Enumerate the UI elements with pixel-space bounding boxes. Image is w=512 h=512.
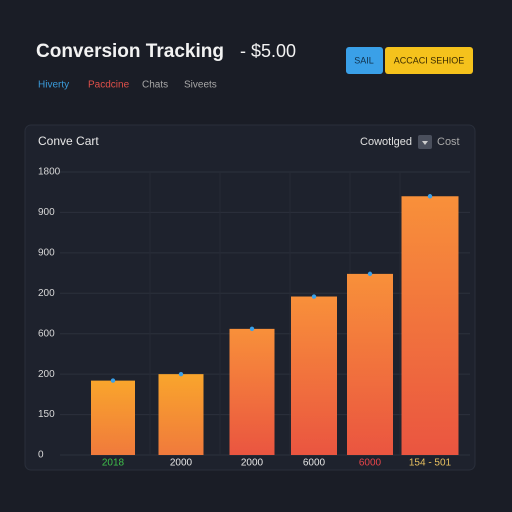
tab[interactable]: Siveets <box>184 80 217 91</box>
x-tick-label: 154 - 501 <box>409 458 452 469</box>
button[interactable] <box>346 47 383 74</box>
x-tick-label: 6000 <box>359 458 382 469</box>
tab[interactable]: Hiverty <box>38 80 69 91</box>
y-tick-label: 600 <box>38 328 55 339</box>
bar <box>229 328 275 455</box>
title: Conversion Tracking <box>36 41 224 62</box>
y-tick-label: 200 <box>38 369 55 380</box>
bar-dot <box>367 271 373 277</box>
x-tick-label: 2000 <box>241 458 264 469</box>
bar <box>347 273 393 455</box>
chart-title: Conve Cart <box>38 134 99 148</box>
legend-entry: Cost <box>437 136 460 148</box>
y-tick-label: 900 <box>38 247 55 258</box>
bar-dot <box>311 294 317 299</box>
amount: - $5.00 <box>240 41 296 61</box>
bar-dot <box>178 371 184 377</box>
tab[interactable]: Pacdcine <box>88 80 130 91</box>
tab[interactable]: Chats <box>142 80 168 91</box>
legend-entry: Cowotlged <box>360 136 412 148</box>
dropdown-icon[interactable] <box>422 141 428 145</box>
bar <box>401 196 459 455</box>
y-tick-label: 1800 <box>38 167 61 178</box>
bar <box>291 296 337 455</box>
button-label[interactable]: ACCACI SEHIOE <box>394 55 465 65</box>
y-tick-label: 900 <box>38 207 55 218</box>
x-tick-label: 6000 <box>303 458 326 469</box>
bar <box>158 374 204 455</box>
bar-dot <box>249 326 255 332</box>
bar <box>91 380 135 455</box>
x-tick-label: 2018 <box>102 458 125 469</box>
button-label[interactable]: SAIL <box>354 55 374 65</box>
button[interactable] <box>385 47 473 74</box>
y-tick-label: 0 <box>38 450 44 461</box>
y-tick-label: 200 <box>38 288 55 299</box>
bar-dot <box>110 378 116 383</box>
x-tick-label: 2000 <box>170 458 193 469</box>
y-tick-label: 150 <box>38 409 55 420</box>
bar-dot <box>427 194 433 199</box>
